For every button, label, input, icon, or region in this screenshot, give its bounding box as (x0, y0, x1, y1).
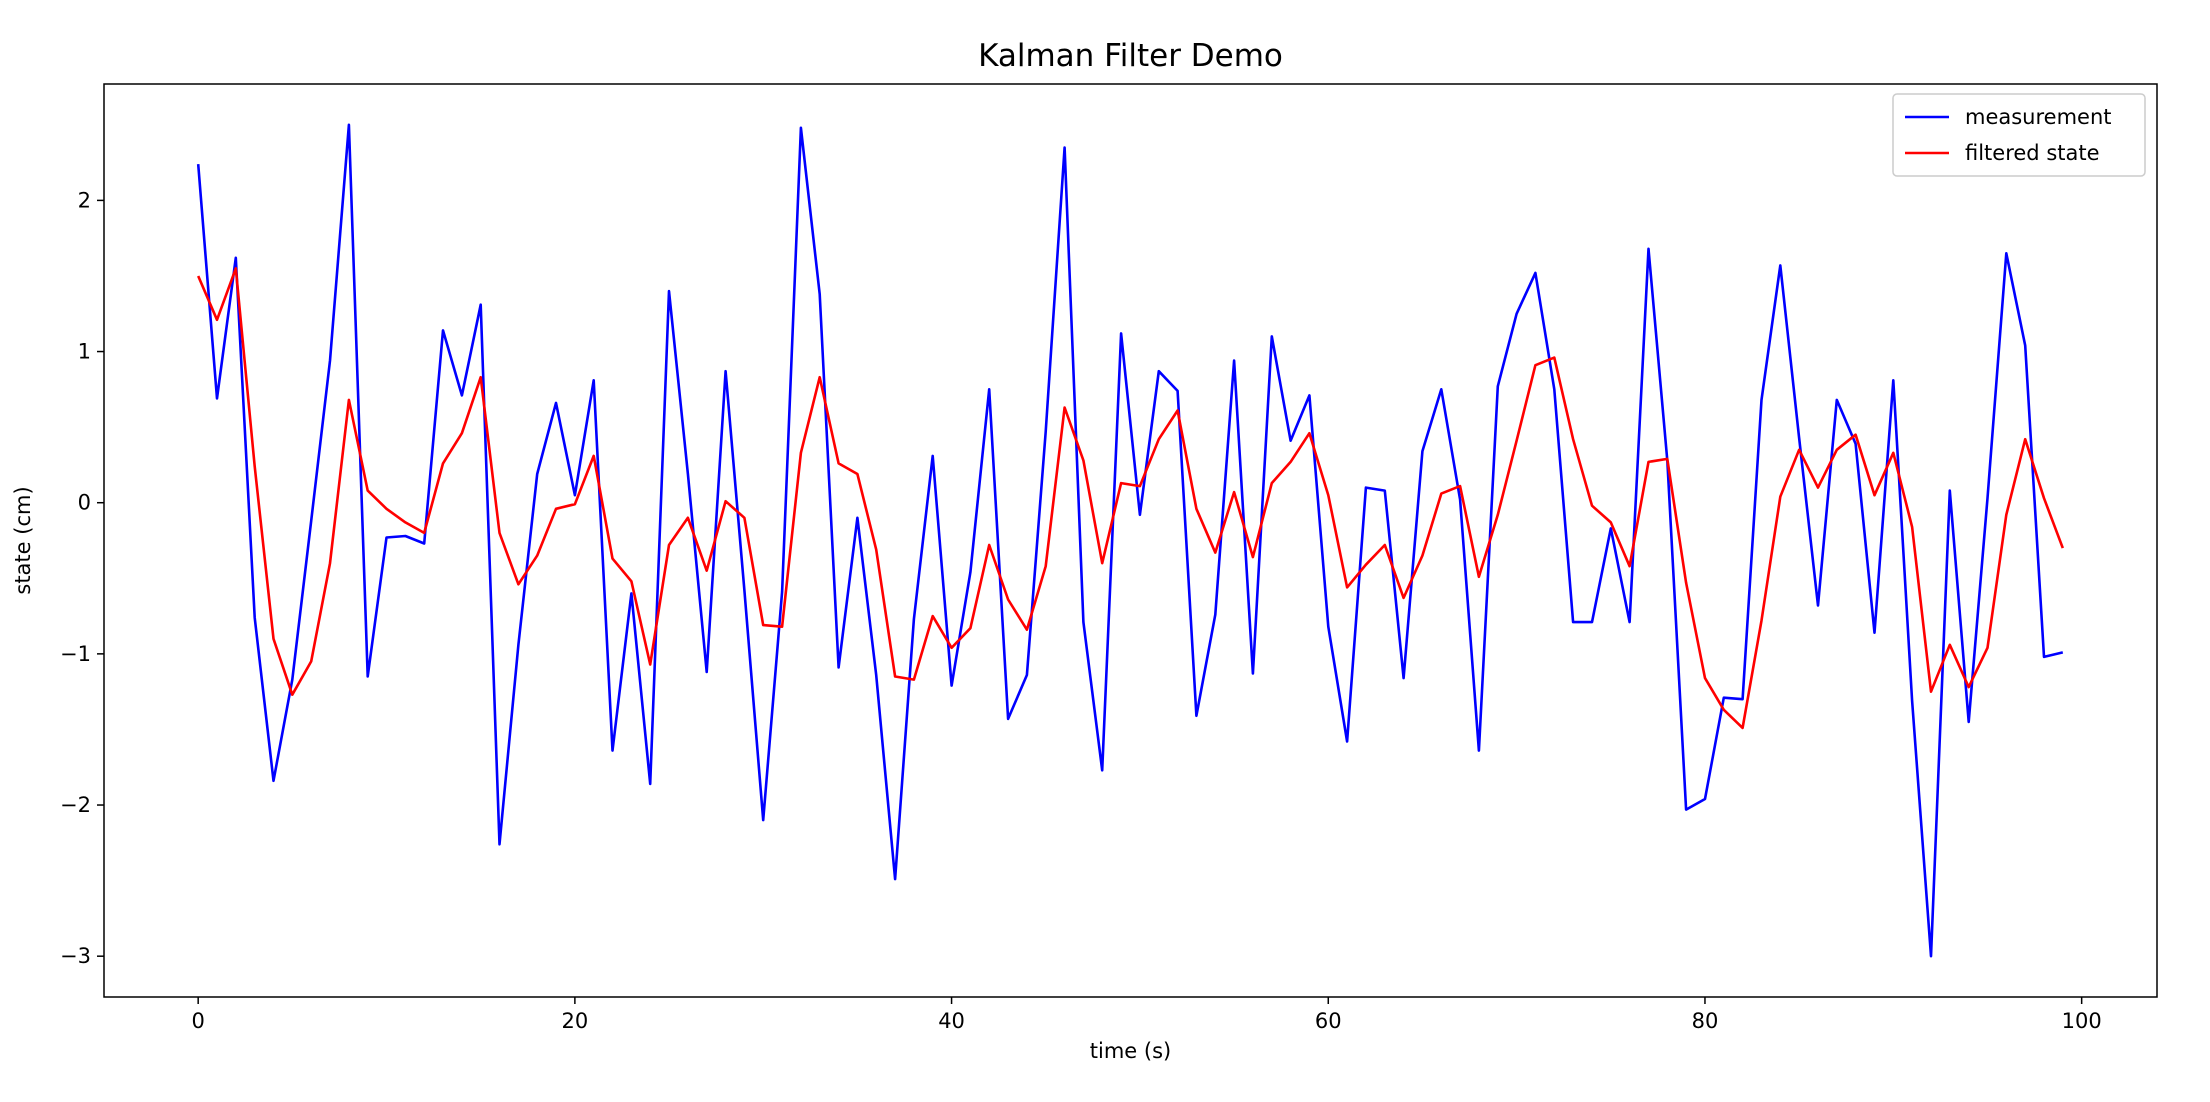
plot-area (103, 83, 2158, 998)
x-axis: 0 20 40 60 80 100 (191, 997, 2102, 1033)
y-tick-label: −2 (60, 793, 91, 817)
series-line-measurement (196, 123, 2064, 958)
x-tick-label: 20 (562, 1009, 589, 1033)
y-axis: −3 −2 −1 0 1 2 (60, 188, 104, 968)
y-tick-label: −1 (60, 642, 91, 666)
y-tick-label: −3 (60, 944, 91, 968)
x-tick-label: 60 (1315, 1009, 1342, 1033)
x-tick-label: 100 (2062, 1009, 2102, 1033)
x-tick-label: 40 (938, 1009, 965, 1033)
y-tick-label: 0 (78, 491, 91, 515)
x-axis-label: time (s) (1090, 1039, 1171, 1063)
y-axis-label: state (cm) (11, 486, 35, 594)
x-tick-label: 0 (191, 1009, 204, 1033)
chart-title: Kalman Filter Demo (978, 38, 1283, 74)
y-tick-label: 1 (78, 340, 91, 364)
series-group (196, 123, 2065, 958)
y-tick-label: 2 (78, 188, 91, 212)
x-tick-label: 80 (1692, 1009, 1719, 1033)
legend-box (1892, 93, 2146, 177)
legend-label-measurement: measurement (1965, 105, 2112, 129)
legend-label-filtered-state: filtered state (1965, 141, 2100, 165)
series-line-filtered-state (197, 267, 2065, 730)
legend: measurement filtered state (1892, 93, 2146, 177)
